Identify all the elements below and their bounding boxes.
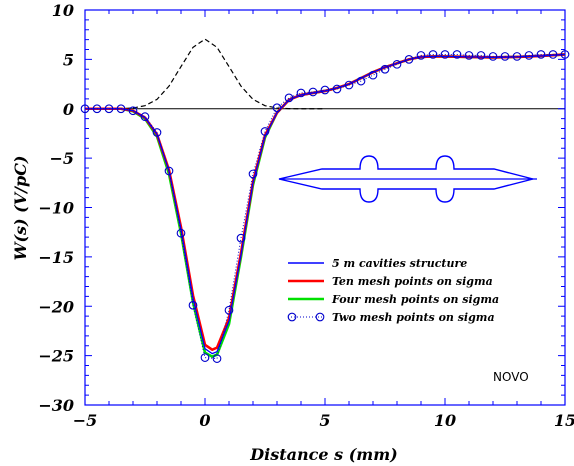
y-tick-label: −30 [38,396,74,415]
data-point-two-mesh [428,50,438,59]
legend-item-four-mesh: Four mesh points on sigma [288,293,499,306]
x-axis-title: Distance s (mm) [249,445,397,464]
series-line-5m-cavities [85,53,566,355]
data-point-two-mesh [104,104,114,114]
data-point-two-mesh [404,55,414,64]
data-point-two-mesh [152,128,162,137]
data-point-two-mesh [248,169,258,179]
y-tick-label: 0 [63,100,74,119]
data-point-two-mesh [116,104,126,114]
legend: 5 m cavities structure Ten mesh points o… [287,257,499,324]
data-point-two-mesh [140,112,150,121]
data-point-two-mesh [356,76,366,86]
data-point-two-mesh [500,52,510,61]
data-point-two-mesh [320,85,330,95]
data-point-two-mesh [284,93,294,103]
y-tick-label: 5 [63,50,74,69]
y-tick-label: −25 [38,347,74,366]
x-tick-label: 15 [554,411,574,430]
data-point-two-mesh [476,51,486,60]
axes-layer: −5 0 5 10 15 10 5 0 −5 −10 −15 −20 −25 −30 [38,1,574,430]
data-point-two-mesh [212,354,222,363]
data-point-two-mesh [224,305,234,315]
data-point-two-mesh [548,50,558,59]
data-point-two-mesh [332,84,342,94]
data-point-two-mesh [440,50,450,59]
data-point-two-mesh [236,233,246,243]
data-point-two-mesh [452,50,462,59]
series-layer [80,38,570,363]
legend-item-5m-cavities: 5 m cavities structure [288,257,467,270]
data-point-two-mesh [80,104,90,114]
data-point-two-mesh [308,87,318,97]
y-tick-label: 10 [52,1,74,20]
legend-label-ten-mesh: Ten mesh points on sigma [332,275,493,288]
legend-item-two-mesh: Two mesh points on sigma [287,311,495,324]
data-point-two-mesh [272,103,282,113]
series-line-two-mesh [85,53,565,360]
legend-label-two-mesh: Two mesh points on sigma [332,311,495,324]
y-tick-label: −20 [38,297,74,316]
plot-frame [84,9,566,406]
data-point-two-mesh [512,52,522,61]
y-tick-label: −10 [38,199,74,218]
data-point-two-mesh [344,80,354,90]
annotation-novo: NOVO [493,370,529,384]
data-point-two-mesh [92,104,102,114]
y-tick-label: −5 [49,149,74,168]
data-point-two-mesh [416,51,426,60]
legend-label-four-mesh: Four mesh points on sigma [331,293,499,306]
x-tick-label: 10 [434,411,456,430]
x-tick-label: 5 [319,411,330,430]
data-point-two-mesh [536,50,546,59]
data-point-two-mesh [560,50,570,59]
data-point-two-mesh [128,106,138,116]
data-point-two-mesh [188,300,198,310]
data-point-two-mesh [488,52,498,61]
x-tick-label: −5 [73,411,98,430]
data-point-two-mesh [392,59,402,69]
data-point-two-mesh [368,70,378,80]
y-axis-title: W(s) (V/pC) [11,155,30,260]
data-point-two-mesh [296,88,306,98]
data-point-two-mesh [524,51,534,60]
legend-label-5m-cavities: 5 m cavities structure [332,257,467,270]
series-line-bunch-shape [85,38,325,110]
cavity-structure-sketch [278,155,537,203]
data-point-two-mesh [380,64,390,74]
data-point-two-mesh [164,166,174,176]
x-tick-label: 0 [199,411,210,430]
data-point-two-mesh [176,228,186,238]
y-tick-label: −15 [38,248,74,267]
legend-item-ten-mesh: Ten mesh points on sigma [288,275,493,288]
data-point-two-mesh [260,127,270,136]
data-point-two-mesh [200,353,210,362]
data-point-two-mesh [464,51,474,60]
